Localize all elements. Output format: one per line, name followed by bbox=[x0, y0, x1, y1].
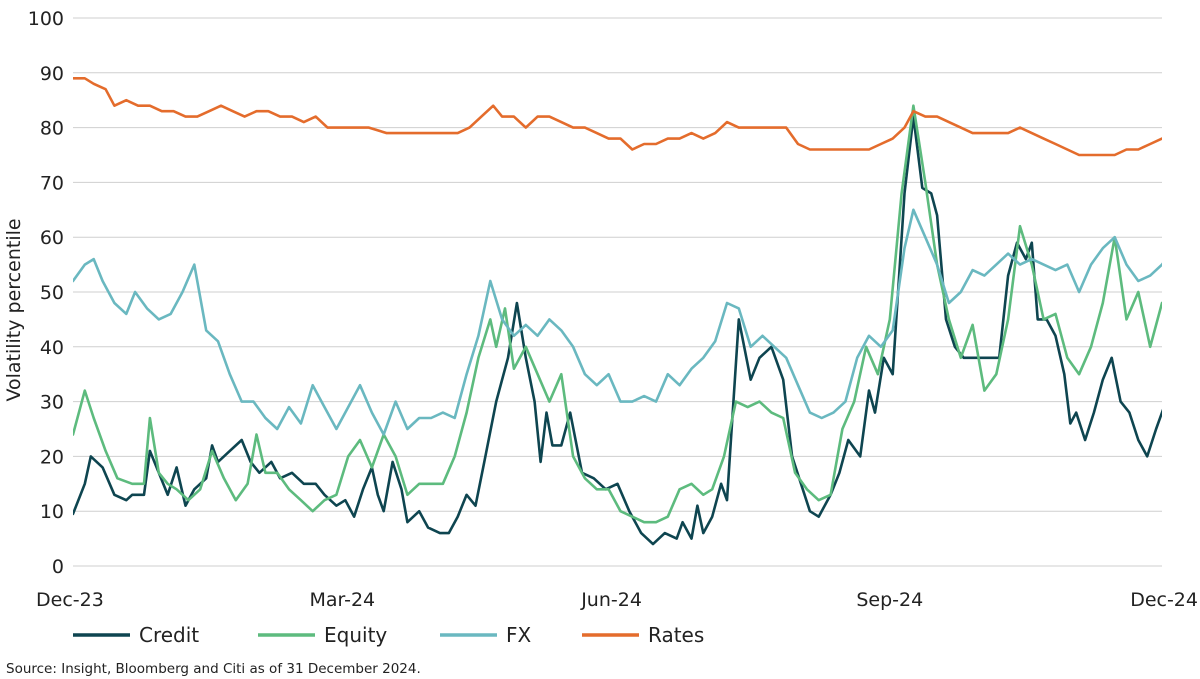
y-tick-label: 80 bbox=[40, 118, 64, 140]
series-line-equity bbox=[73, 104, 1162, 524]
series-lines bbox=[73, 77, 1162, 546]
y-tick-label: 70 bbox=[40, 172, 64, 194]
y-axis-ticks: 0 10 20 30 40 50 60 70 80 90 100 bbox=[28, 8, 64, 578]
legend: Credit Equity FX Rates bbox=[73, 623, 704, 647]
x-tick-label: Dec-23 bbox=[36, 589, 104, 611]
source-note: Source: Insight, Bloomberg and Citi as o… bbox=[6, 661, 421, 677]
x-tick-label: Sep-24 bbox=[856, 589, 923, 611]
x-tick-label: Mar-24 bbox=[309, 589, 375, 611]
legend-label-rates: Rates bbox=[648, 623, 704, 647]
y-tick-label: 50 bbox=[40, 282, 64, 304]
y-tick-label: 10 bbox=[40, 501, 64, 523]
legend-label-equity: Equity bbox=[324, 623, 387, 647]
series-line-fx bbox=[73, 208, 1162, 436]
x-tick-label: Jun-24 bbox=[580, 589, 642, 611]
y-tick-label: 90 bbox=[40, 63, 64, 85]
gridlines bbox=[73, 17, 1162, 567]
series-line-credit bbox=[73, 115, 1162, 546]
x-tick-label: Dec-24 bbox=[1130, 589, 1198, 611]
y-tick-label: 100 bbox=[28, 8, 64, 30]
legend-label-credit: Credit bbox=[139, 623, 199, 647]
series-line-rates bbox=[73, 77, 1162, 157]
y-tick-label: 60 bbox=[40, 227, 64, 249]
y-tick-label: 40 bbox=[40, 337, 64, 359]
y-axis-label: Volatility percentile bbox=[3, 218, 25, 401]
x-axis-ticks: Dec-23 Mar-24 Jun-24 Sep-24 Dec-24 bbox=[36, 589, 1198, 611]
y-tick-label: 0 bbox=[52, 556, 64, 578]
legend-label-fx: FX bbox=[506, 623, 532, 647]
y-tick-label: 30 bbox=[40, 392, 64, 414]
y-tick-label: 20 bbox=[40, 446, 64, 468]
